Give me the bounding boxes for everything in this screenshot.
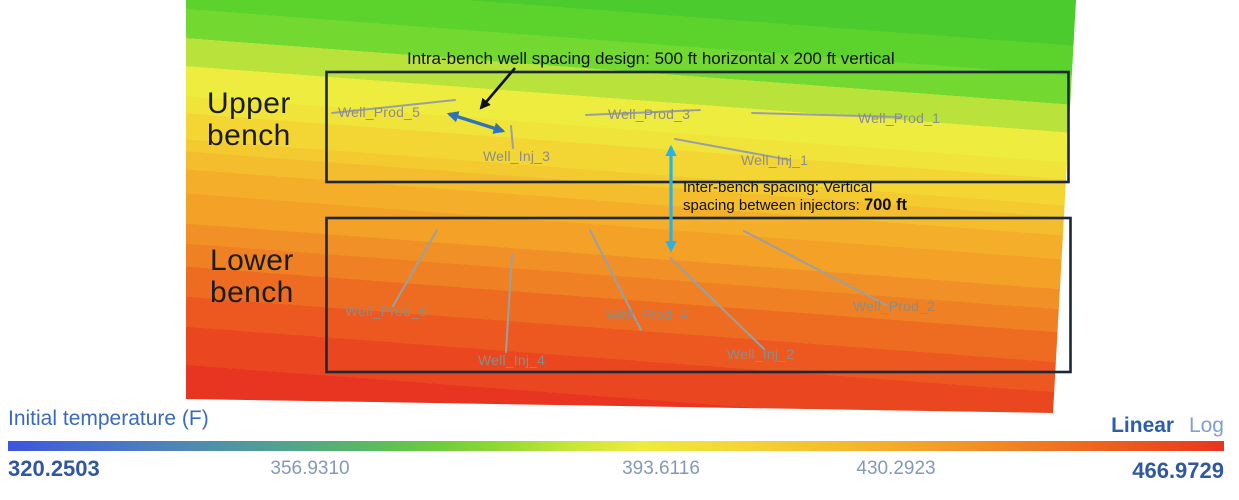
scale-log-option[interactable]: Log bbox=[1188, 414, 1224, 437]
intra-bench-spacing-arrow bbox=[446, 111, 506, 134]
well-label: Well_Prod_2 bbox=[853, 298, 936, 314]
lower-bench-label-line2: bench bbox=[210, 276, 294, 309]
well-label: Well_Inj_2 bbox=[727, 346, 795, 362]
well-path bbox=[669, 257, 765, 350]
intra-bench-annotation: Intra-bench well spacing design: 500 ft … bbox=[407, 49, 895, 68]
well-label: Well_Inj_3 bbox=[483, 148, 551, 164]
upper-bench-outline bbox=[325, 70, 1070, 184]
well-label: Well_Prod_4 bbox=[606, 306, 689, 322]
colorbar-tick: 356.9310 bbox=[270, 458, 350, 479]
colorbar-tick: 393.6116 bbox=[622, 458, 700, 479]
scale-linear-option[interactable]: Linear bbox=[1111, 414, 1175, 437]
intra-bench-pointer-arrow bbox=[479, 67, 516, 110]
colorbar-gradient bbox=[8, 441, 1224, 451]
color-legend: Initial temperature (F) Linear Log 320.2… bbox=[0, 400, 1239, 500]
colorbar-tick: 430.2923 bbox=[856, 458, 936, 479]
well-label: Well_Prod_6 bbox=[345, 303, 428, 319]
well-path bbox=[331, 99, 456, 114]
well-path bbox=[392, 229, 438, 307]
legend-title: Initial temperature (F) bbox=[8, 407, 209, 430]
well-path bbox=[743, 230, 887, 306]
well-label: Well_Prod_1 bbox=[858, 110, 941, 126]
well-path bbox=[510, 125, 514, 149]
colorbar-tick-max: 466.9729 bbox=[1132, 458, 1224, 483]
inter-bench-annotation-line1: Inter-bench spacing: Vertical bbox=[683, 179, 873, 196]
scale-toggle: Linear Log bbox=[1111, 414, 1224, 438]
upper-bench-label: Upper bench bbox=[207, 88, 291, 152]
upper-bench-label-line2: bench bbox=[207, 119, 291, 152]
well-label: Well_Inj_4 bbox=[478, 352, 546, 368]
well-label: Well_Inj_1 bbox=[741, 152, 809, 168]
inter-bench-annotation-line2: spacing between injectors: 700 ft bbox=[683, 195, 908, 214]
well-path bbox=[589, 229, 642, 331]
well-path bbox=[674, 138, 791, 161]
well-path bbox=[585, 109, 701, 116]
colorbar-tick-min: 320.2503 bbox=[8, 456, 100, 481]
inter-bench-spacing-value: 700 ft bbox=[863, 195, 908, 214]
well-path bbox=[751, 112, 901, 118]
lower-bench-label: Lower bench bbox=[210, 245, 294, 309]
well-trajectories bbox=[331, 99, 901, 353]
upper-bench-label-line1: Upper bbox=[207, 87, 291, 120]
lower-bench-label-line1: Lower bbox=[210, 244, 294, 277]
inter-bench-annotation: Inter-bench spacing: Vertical spacing be… bbox=[683, 179, 907, 214]
lower-bench-outline bbox=[325, 216, 1072, 374]
well-path bbox=[505, 253, 513, 353]
well-label: Well_Prod_5 bbox=[338, 104, 421, 120]
well-label: Well_Prod_3 bbox=[608, 106, 691, 122]
